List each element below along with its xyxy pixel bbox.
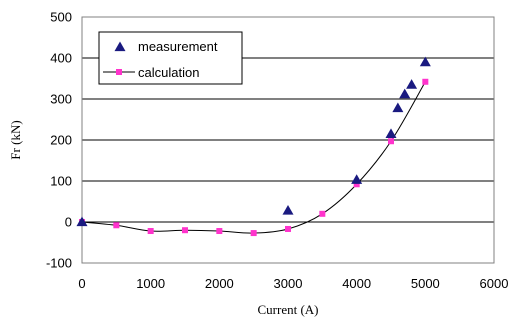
calculation-curve <box>81 81 426 234</box>
y-tick-label: 100 <box>50 174 72 189</box>
x-tick-labels: 0 1000 2000 3000 4000 5000 6000 <box>78 276 508 291</box>
legend: measurement calculation <box>98 31 243 85</box>
y-axis-title: Fr (kN) <box>8 120 23 159</box>
x-tick-label: 3000 <box>274 276 303 291</box>
calculation-point <box>319 210 326 217</box>
x-tick-label: 1000 <box>136 276 165 291</box>
plot-frame <box>81 16 495 264</box>
measurement-point <box>351 174 363 184</box>
x-axis-title: Current (A) <box>257 302 318 317</box>
calculation-point <box>216 228 223 235</box>
y-tick-label: 500 <box>50 10 72 25</box>
measurement-point <box>399 88 411 99</box>
calculation-point <box>113 222 120 229</box>
x-tick-label: 0 <box>78 276 85 291</box>
measurement-point <box>406 79 418 89</box>
x-tick-label: 4000 <box>342 276 371 291</box>
y-tick-label: 400 <box>50 51 72 66</box>
x-tick-label: 2000 <box>205 276 234 291</box>
y-tick-labels: -100 0 100 200 300 400 500 <box>46 10 72 271</box>
y-tick-label: 300 <box>50 92 72 107</box>
y-tick-label: -100 <box>46 256 72 271</box>
legend-measurement-label: measurement <box>138 39 218 54</box>
calculation-point <box>353 181 360 188</box>
legend-box <box>98 31 243 85</box>
calculation-point <box>422 78 429 85</box>
calculation-point <box>147 228 154 235</box>
y-tick-label: 200 <box>50 133 72 148</box>
x-tick-label: 5000 <box>411 276 440 291</box>
legend-calculation-label: calculation <box>138 65 199 80</box>
legend-calculation-marker <box>116 69 122 75</box>
data-marks <box>76 56 431 237</box>
measurement-point <box>419 56 431 67</box>
x-tick-label: 6000 <box>480 276 509 291</box>
calculation-point <box>250 230 257 237</box>
measurement-point <box>385 128 397 138</box>
measurement-point <box>282 205 294 215</box>
calculation-point <box>182 227 188 234</box>
legend-measurement-marker <box>114 41 126 52</box>
calculation-point <box>388 138 394 145</box>
measurement-point <box>392 102 404 113</box>
y-tick-label: 0 <box>65 215 72 230</box>
calculation-point <box>285 225 291 232</box>
measurement-point <box>76 216 88 227</box>
